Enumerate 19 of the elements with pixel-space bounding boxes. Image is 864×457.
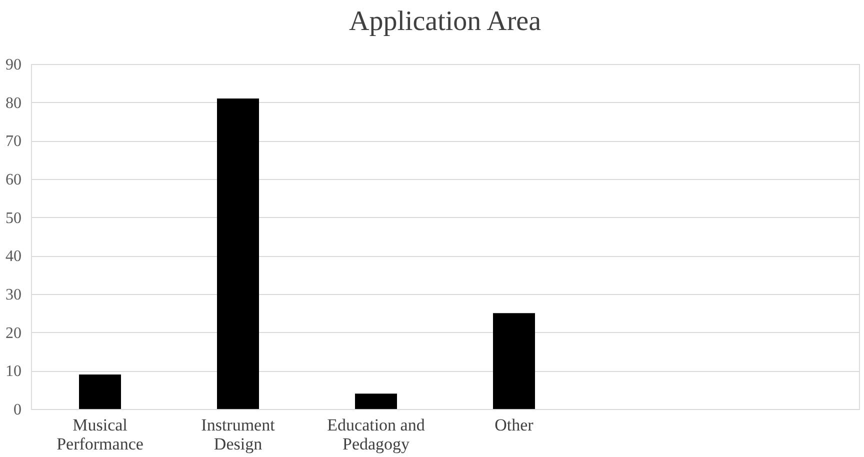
y-tick-label: 70 — [6, 133, 22, 150]
bar — [493, 313, 535, 409]
y-tick-label: 50 — [6, 210, 22, 227]
x-tick-label: Musical Performance — [56, 416, 144, 454]
chart-title: Application Area — [348, 6, 542, 37]
y-tick-label: 40 — [6, 248, 22, 266]
x-tick-label: Education and Pedagogy — [327, 416, 426, 454]
y-tick-label: 10 — [6, 363, 22, 380]
y-tick-label: 30 — [6, 286, 22, 304]
y-tick-label: 60 — [6, 172, 22, 188]
x-tick-label: Other — [494, 416, 534, 434]
y-tick-label: 80 — [6, 94, 22, 112]
bar — [79, 374, 121, 409]
x-tick-label: Instrument Design — [201, 416, 276, 454]
bar — [217, 98, 259, 409]
y-tick-label: 20 — [6, 324, 22, 342]
y-tick-label: 90 — [6, 56, 22, 74]
bar — [355, 394, 397, 409]
y-tick-label: 0 — [14, 402, 22, 418]
